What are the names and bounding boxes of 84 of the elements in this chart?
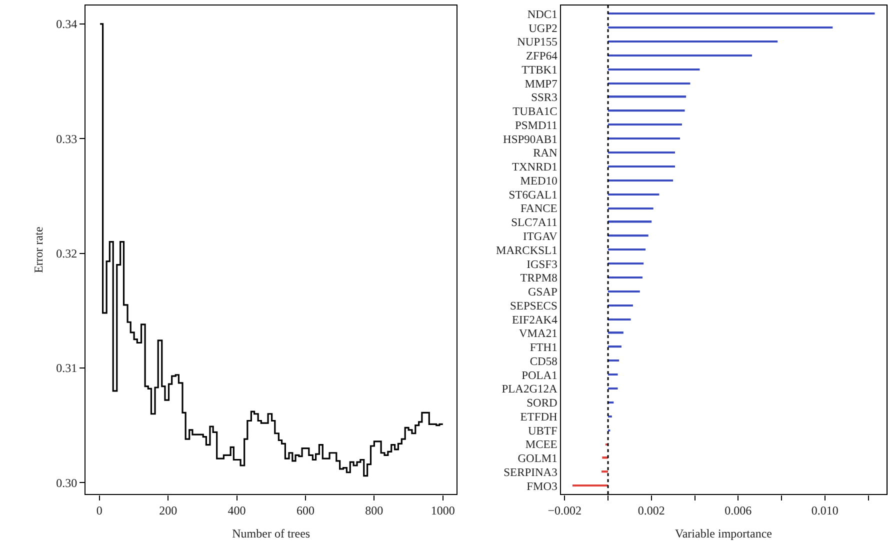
- bar: [608, 12, 875, 15]
- y-tick-label: MCEE: [525, 439, 558, 452]
- x-tick-label: 200: [159, 504, 178, 518]
- bar: [608, 166, 676, 168]
- bar: [608, 234, 648, 237]
- y-tick-label: TUBA1C: [512, 106, 558, 118]
- bar: [608, 68, 700, 71]
- y-tick-label: POLA1: [522, 370, 558, 382]
- bar: [572, 484, 608, 487]
- x-tick-label: 0: [96, 504, 102, 518]
- bar: [608, 220, 652, 223]
- y-tick-label: PSMD11: [514, 120, 558, 132]
- bar: [608, 374, 618, 376]
- y-tick-label: SLC7A11: [511, 217, 558, 230]
- bar: [602, 470, 608, 473]
- y-tick-label: FTH1: [530, 342, 558, 354]
- y-axis-title: Error rate: [31, 226, 46, 274]
- x-tick-label: 0.010: [811, 504, 838, 518]
- x-axis-title: Number of trees: [232, 526, 310, 541]
- bar: [608, 124, 682, 126]
- y-tick-label: FANCE: [520, 203, 558, 216]
- y-tick-label: 0.31: [56, 361, 78, 376]
- x-tick-label: 0.002: [638, 504, 665, 518]
- y-tick-label: HSP90AB1: [503, 134, 558, 146]
- y-tick-label: IGSF3: [526, 258, 558, 271]
- y-tick-label: 0.32: [56, 246, 78, 260]
- x-axis-title: Variable importance: [675, 526, 772, 541]
- bar: [608, 290, 640, 293]
- bar: [608, 346, 622, 348]
- bar: [608, 360, 620, 362]
- y-tick-label: ZFP64: [526, 50, 558, 63]
- bar: [608, 248, 646, 251]
- x-tick-label: 0.006: [724, 504, 752, 518]
- y-tick-label: GSAP: [528, 286, 558, 299]
- y-tick-label: ST6GAL1: [508, 189, 558, 202]
- y-tick-label: MED10: [520, 175, 558, 188]
- x-tick-label: 800: [365, 504, 384, 518]
- y-tick-label: SERPINA3: [504, 466, 558, 479]
- y-tick-label: ETFDH: [520, 411, 558, 424]
- bar: [608, 96, 686, 98]
- y-tick-label: SSR3: [531, 92, 558, 104]
- bar: [608, 208, 654, 210]
- bar: [608, 138, 680, 140]
- y-tick-label: 0.30: [56, 476, 78, 490]
- y-tick-label: FMO3: [526, 480, 558, 493]
- bar: [608, 262, 644, 265]
- bar: [608, 82, 690, 85]
- y-tick-label: MMP7: [524, 78, 558, 90]
- x-tick-label: 600: [296, 504, 314, 518]
- y-tick-label: TXNRD1: [512, 162, 558, 174]
- y-tick-label: MARCKSL1: [496, 244, 558, 257]
- bar: [608, 40, 778, 43]
- y-tick-label: 0.33: [56, 132, 78, 146]
- y-tick-label: SEPSECS: [510, 300, 558, 312]
- y-tick-label: EIF2AK4: [512, 314, 558, 326]
- y-tick-label: NDC1: [527, 8, 558, 21]
- bar: [608, 416, 612, 418]
- y-tick-label: NUP155: [517, 36, 558, 49]
- x-tick-label: 400: [228, 504, 246, 518]
- y-tick-label: SORD: [526, 398, 558, 410]
- bar: [608, 152, 676, 154]
- bar: [608, 332, 624, 334]
- y-tick-label: UGP2: [528, 22, 558, 35]
- y-tick-label: GOLM1: [518, 453, 558, 466]
- bar: [608, 304, 633, 307]
- y-tick-label: 0.34: [56, 17, 78, 32]
- y-tick-label: CD58: [530, 356, 558, 368]
- bar: [608, 276, 642, 279]
- bar: [608, 26, 833, 29]
- bar: [608, 194, 660, 196]
- bar: [608, 318, 631, 321]
- bar: [608, 54, 752, 57]
- y-tick-label: ITGAV: [523, 230, 558, 243]
- x-tick-label: −0.002: [548, 504, 582, 518]
- bar: [608, 180, 674, 182]
- y-tick-label: TTBK1: [522, 64, 558, 76]
- y-tick-label: VMA21: [519, 328, 558, 340]
- y-tick-label: PLA2G12A: [502, 384, 558, 396]
- bar: [608, 110, 685, 112]
- x-tick-label: 1000: [430, 504, 455, 518]
- bar: [608, 388, 618, 390]
- y-tick-label: TRPM8: [520, 272, 558, 285]
- y-tick-label: UBTF: [528, 425, 558, 438]
- y-tick-label: RAN: [533, 148, 558, 160]
